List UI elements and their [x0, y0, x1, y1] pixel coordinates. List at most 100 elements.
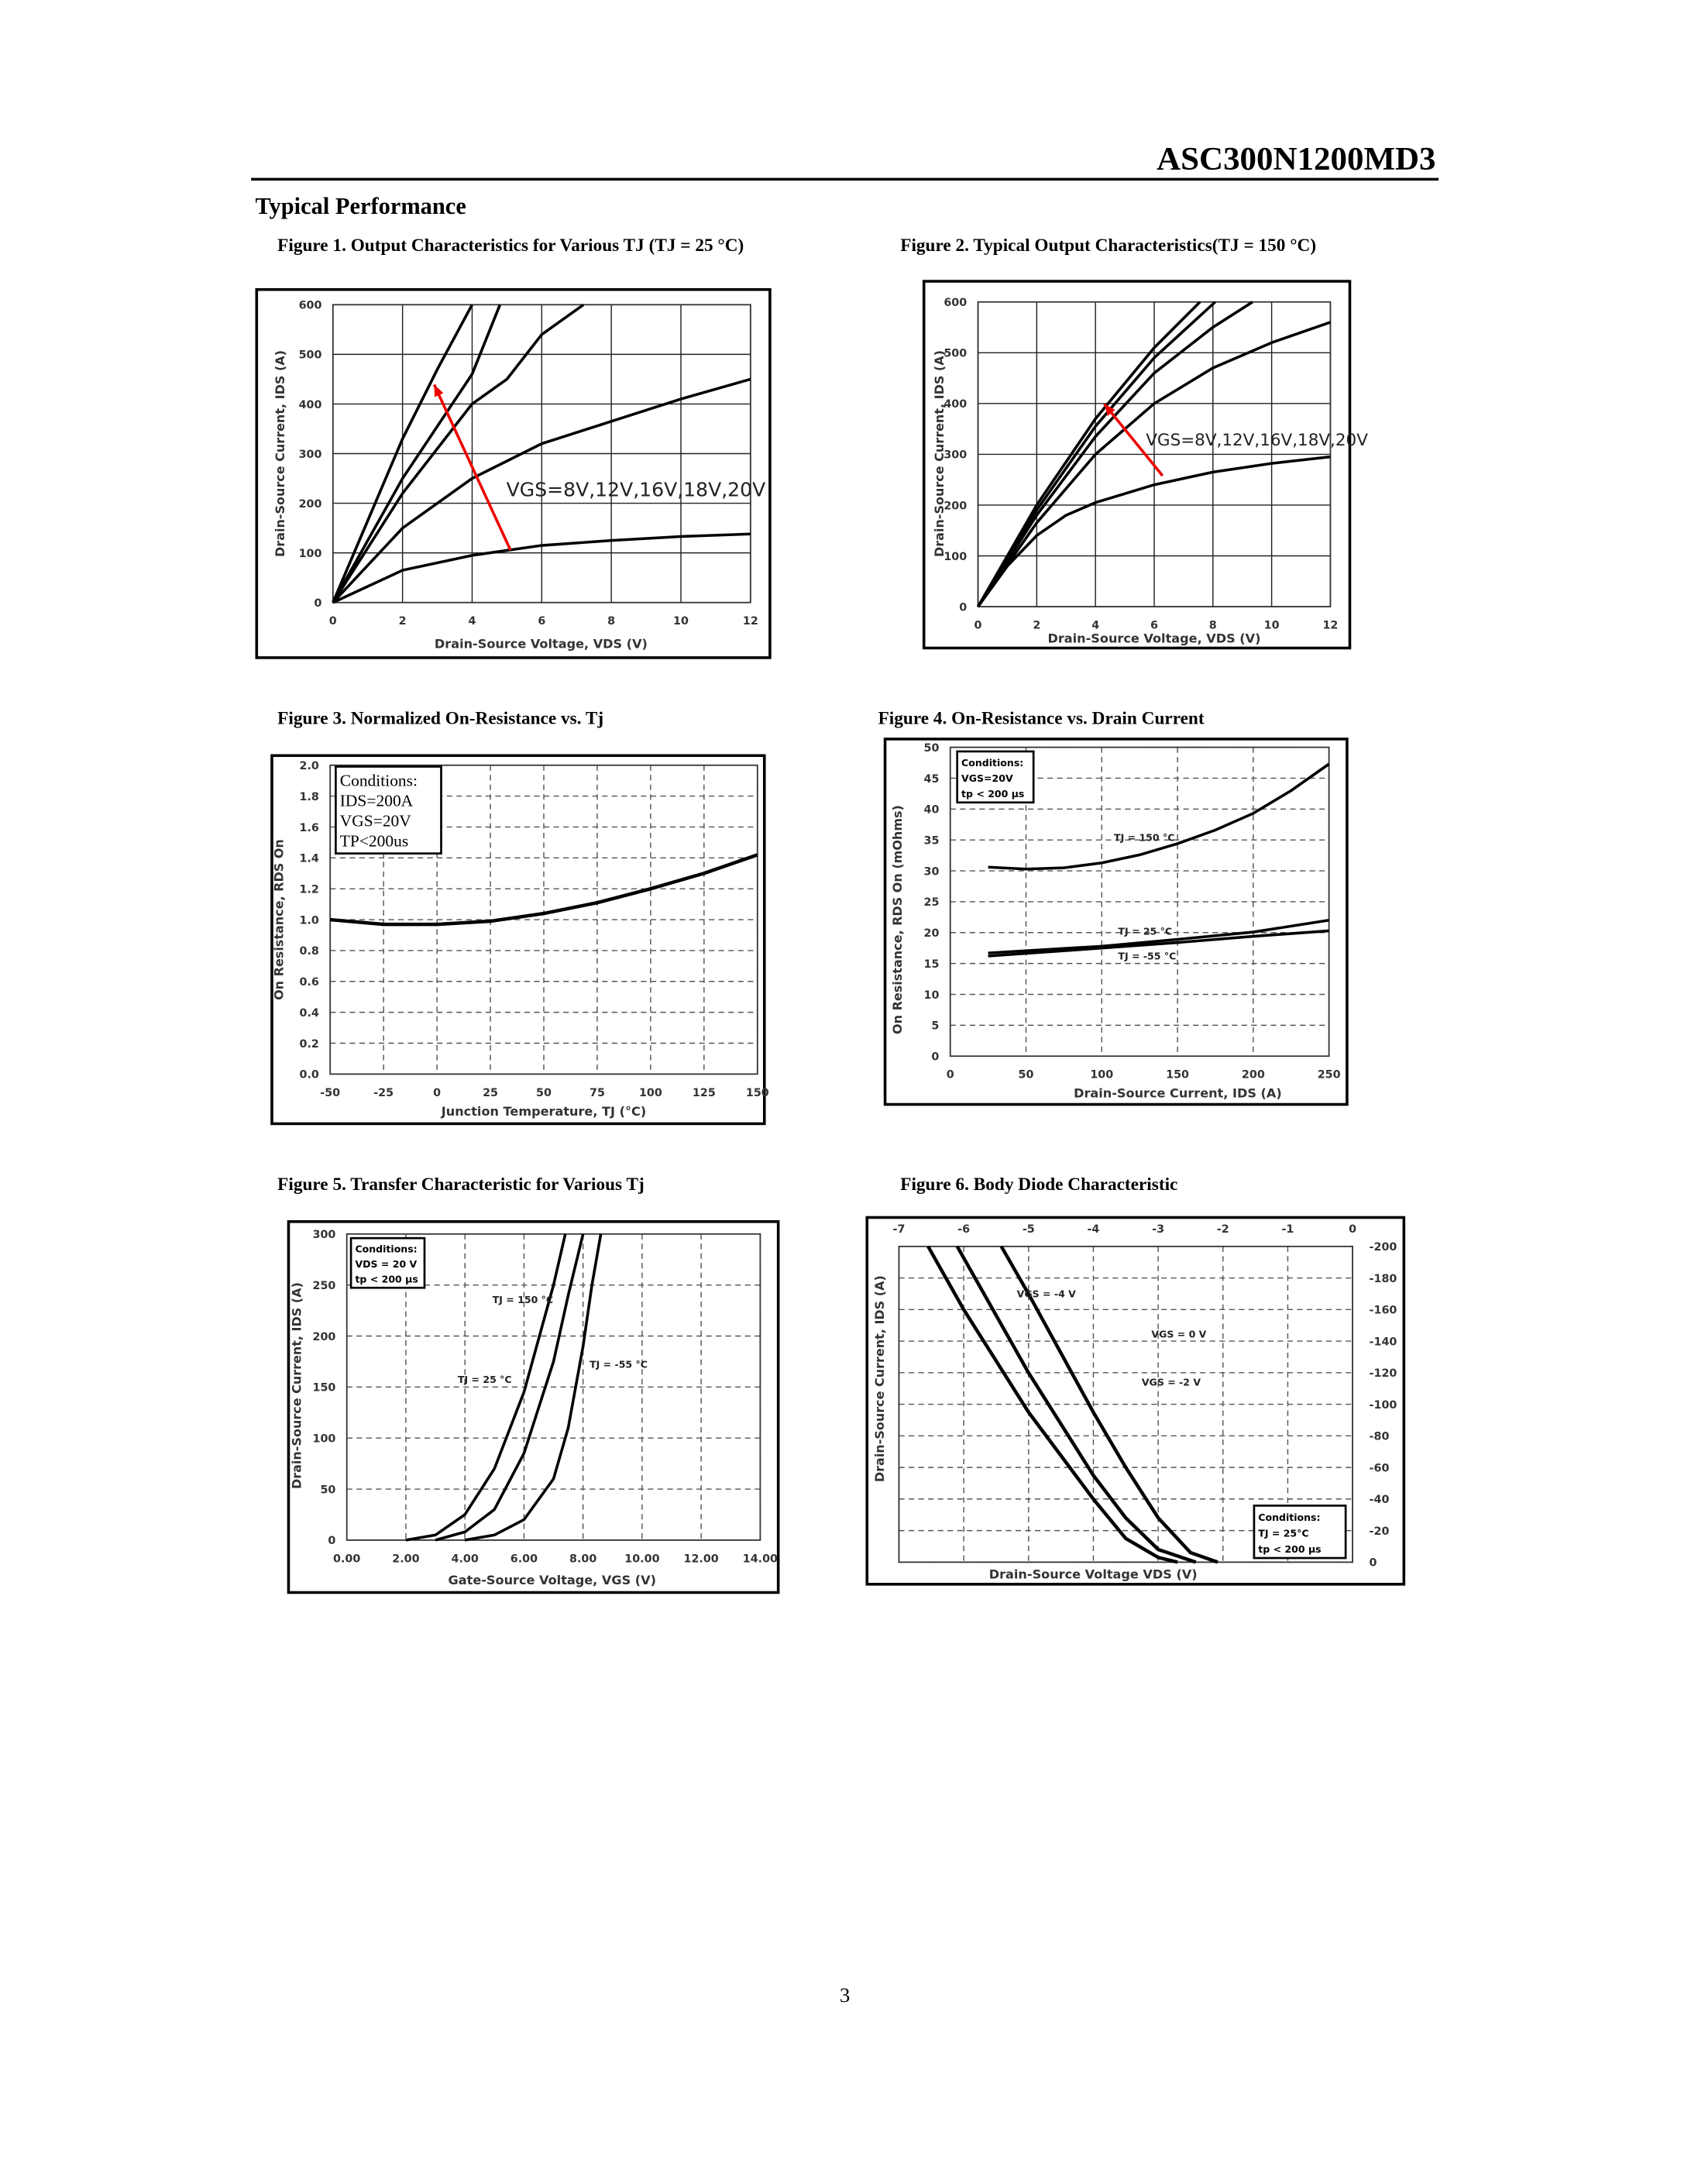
conditions-box	[956, 750, 1035, 804]
y-tick-label: -160	[1370, 1305, 1397, 1317]
data-line	[999, 1245, 1219, 1564]
x-tick-label: 12.00	[684, 1553, 719, 1565]
y-tick-label: 40	[923, 804, 939, 817]
y-tick-label: 50	[923, 742, 939, 755]
x-tick-label: 10	[673, 615, 689, 628]
y-tick-label: 20	[923, 927, 939, 940]
data-line	[405, 1233, 567, 1542]
y-tick-label: 1.2	[300, 884, 319, 896]
x-tick-label: 8.00	[569, 1553, 596, 1565]
y-tick-label: 0	[1370, 1557, 1377, 1570]
x-tick-label: 50	[1019, 1069, 1034, 1082]
plot-border	[898, 1245, 1353, 1563]
chart-frame	[922, 280, 1352, 650]
x-tick-label: 10	[1264, 620, 1280, 632]
y-tick-label: 0	[959, 601, 967, 614]
figure-caption: Figure 6. Body Diode Characteristic	[900, 1175, 1177, 1195]
x-tick-label: 4	[469, 615, 476, 628]
figure-caption: Figure 3. Normalized On-Resistance vs. T…	[277, 708, 603, 728]
arrow-head	[434, 384, 444, 397]
data-line	[988, 929, 1329, 958]
data-line	[988, 762, 1330, 871]
x-tick-label: -7	[893, 1223, 906, 1236]
plot-border	[345, 1233, 761, 1541]
conditions-text: TJ = 25°C	[1258, 1527, 1308, 1539]
figure-caption: Figure 5. Transfer Characteristic for Va…	[277, 1175, 644, 1195]
x-tick-label: -2	[1217, 1223, 1229, 1236]
y-tick-label: 600	[944, 297, 967, 309]
y-tick-label: 250	[313, 1280, 336, 1292]
annotation: TJ = 150 °C	[1114, 832, 1174, 844]
x-tick-label: 0	[974, 620, 982, 632]
y-tick-label: 50	[320, 1484, 335, 1496]
y-tick-label: 200	[313, 1331, 336, 1343]
y-tick-label: 300	[313, 1229, 336, 1241]
x-tick-label: 0	[1349, 1223, 1356, 1236]
x-tick-label: 8	[607, 615, 615, 628]
y-tick-label: 10	[923, 989, 939, 1002]
y-tick-label: -100	[1370, 1399, 1397, 1412]
x-tick-label: 14.00	[743, 1553, 778, 1565]
data-line	[435, 1233, 585, 1542]
conditions-text: tp < 200 µs	[355, 1273, 418, 1285]
x-tick-label: 10.00	[624, 1553, 659, 1565]
y-tick-label: 35	[923, 835, 939, 848]
figure-caption: Figure 2. Typical Output Characteristics…	[900, 236, 1316, 256]
data-line	[988, 918, 1329, 954]
x-tick-label: 0	[329, 615, 337, 628]
data-line	[955, 1245, 1197, 1564]
x-tick-label: 0	[433, 1087, 441, 1099]
x-axis-label: Drain-Source Voltage, VDS (V)	[435, 636, 648, 651]
y-tick-label: 0.2	[300, 1038, 319, 1051]
x-tick-label: -3	[1152, 1223, 1164, 1236]
y-tick-label: 45	[923, 773, 939, 786]
x-tick-label: 75	[589, 1087, 605, 1099]
plot-border	[332, 304, 751, 604]
y-tick-label: 1.6	[300, 822, 319, 834]
x-tick-label: 50	[536, 1087, 552, 1099]
x-tick-label: 0	[947, 1069, 954, 1082]
x-axis-label: Drain-Source Current, IDS (A)	[1074, 1086, 1282, 1101]
conditions-text: IDS=200A	[340, 791, 414, 810]
conditions-text: Conditions:	[961, 757, 1023, 769]
y-tick-label: 0	[931, 1051, 939, 1064]
data-line	[332, 303, 585, 604]
y-tick-label: 200	[944, 500, 967, 512]
conditions-text: VGS=20V	[961, 772, 1013, 784]
y-tick-label: 300	[299, 449, 322, 461]
x-tick-label: -50	[320, 1087, 340, 1099]
x-axis-label: Drain-Source Voltage, VDS (V)	[1047, 631, 1260, 645]
x-tick-label: 150	[1166, 1069, 1189, 1082]
y-tick-label: -180	[1370, 1273, 1397, 1285]
x-axis-label: Junction Temperature, TJ (°C)	[441, 1104, 646, 1119]
annotation: TJ = 25 °C	[1118, 926, 1172, 937]
y-tick-label: 600	[299, 300, 322, 312]
y-axis-label: Drain-Source Current, IDS (A)	[872, 1275, 887, 1482]
x-tick-label: 100	[639, 1087, 662, 1099]
conditions-box	[1253, 1505, 1347, 1560]
x-tick-label: 6	[538, 615, 545, 628]
y-tick-label: -140	[1370, 1336, 1397, 1348]
y-axis-label: Drain-Source Current, IDS (A)	[932, 350, 947, 557]
conditions-text: Conditions:	[1258, 1512, 1320, 1523]
conditions-text: tp < 200 µs	[961, 788, 1024, 800]
annotation: TJ = -55 °C	[589, 1358, 648, 1370]
chart-frame	[883, 738, 1349, 1106]
y-tick-label: 400	[944, 398, 967, 411]
x-axis-label: Drain-Source Voltage VDS (V)	[989, 1567, 1198, 1582]
x-tick-label: 25	[483, 1087, 498, 1099]
figure-caption: Figure 1. Output Characteristics for Var…	[277, 236, 744, 256]
chart-frame	[255, 287, 772, 659]
y-tick-label: -20	[1370, 1525, 1390, 1538]
conditions-box	[349, 1236, 426, 1289]
y-tick-label: 400	[299, 399, 322, 411]
y-tick-label: 15	[923, 958, 939, 971]
y-tick-label: 1.0	[300, 914, 319, 927]
data-line	[464, 1233, 603, 1542]
x-tick-label: 12	[1322, 620, 1338, 632]
figure-caption: Figure 4. On-Resistance vs. Drain Curren…	[878, 708, 1205, 728]
x-tick-label: 0.00	[333, 1553, 360, 1565]
data-line	[977, 455, 1331, 608]
data-line	[332, 532, 751, 604]
x-tick-label: 4	[1091, 620, 1099, 632]
